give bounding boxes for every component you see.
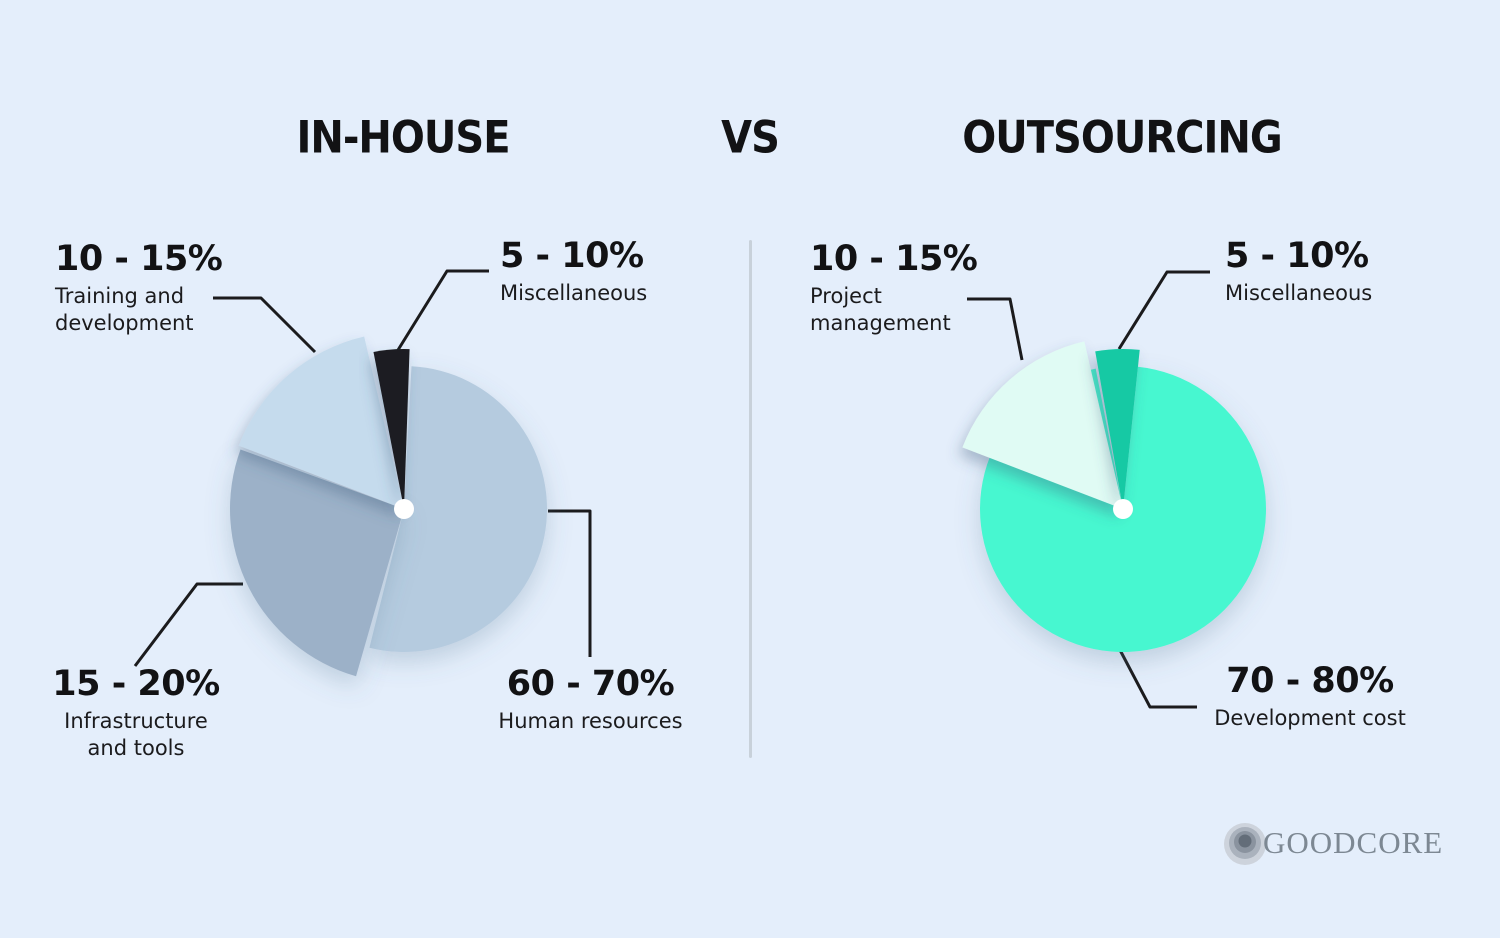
outsourcing-pie-chart <box>962 270 1266 709</box>
label-project-management: 10 - 15% Project management <box>810 239 978 337</box>
label-infrastructure-and-tools: 15 - 20% Infrastructure and tools <box>50 665 222 762</box>
leader-line <box>1117 270 1210 350</box>
in-house-pie-chart <box>133 269 592 677</box>
label-miscellaneous-right: 5 - 10% Miscellaneous <box>1225 237 1372 307</box>
percent-value: 5 - 10% <box>500 236 644 276</box>
percent-value: 60 - 70% <box>506 664 675 704</box>
label-text: Project management <box>810 284 951 335</box>
percent-value: 5 - 10% <box>1225 236 1369 276</box>
label-text: Miscellaneous <box>1225 281 1373 305</box>
pie-slice-miscellaneous <box>1095 349 1140 509</box>
pie-slice-miscellaneous <box>373 349 410 509</box>
pie-center-dot <box>394 499 414 519</box>
outsourcing-title: OUTSOURCING <box>962 112 1282 164</box>
label-text: Training and development <box>55 284 194 335</box>
pie-slice-training-and-development <box>238 336 404 509</box>
label-development-cost: 70 - 80% Development cost <box>1200 662 1420 732</box>
percent-value: 15 - 20% <box>52 664 220 704</box>
label-text: Infrastructure and tools <box>64 709 208 760</box>
percent-value: 10 - 15% <box>810 239 978 279</box>
goodcore-logo: GOODCORE <box>1222 818 1443 868</box>
label-text: Human resources <box>498 709 683 733</box>
pie-slice-human-resources <box>369 366 548 652</box>
label-text: Development cost <box>1214 706 1406 730</box>
pie-center-dot <box>1113 499 1133 519</box>
goodcore-logo-text: GOODCORE <box>1263 825 1444 860</box>
label-human-resources: 60 - 70% Human resources <box>488 665 693 735</box>
pie-slice-project-management <box>962 341 1123 509</box>
percent-value: 10 - 15% <box>55 239 223 279</box>
goodcore-logo-icon <box>1224 823 1266 865</box>
vs-label: VS <box>721 112 780 164</box>
vertical-divider <box>749 240 752 758</box>
leader-line <box>396 269 489 351</box>
label-miscellaneous-left: 5 - 10% Miscellaneous <box>500 237 647 307</box>
label-text: Miscellaneous <box>500 281 648 305</box>
leader-line <box>548 509 592 657</box>
pie-slice-infrastructure-and-tools <box>229 449 404 677</box>
leader-line <box>967 297 1024 361</box>
leader-line <box>1118 649 1197 709</box>
leader-line <box>133 582 243 667</box>
percent-value: 70 - 80% <box>1226 661 1394 701</box>
label-training-and-development: 10 - 15% Training and development <box>55 239 223 337</box>
in-house-title: IN-HOUSE <box>296 112 510 164</box>
leader-line <box>213 296 317 354</box>
